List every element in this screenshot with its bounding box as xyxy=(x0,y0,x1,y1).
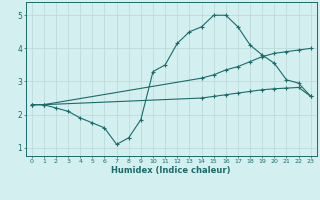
X-axis label: Humidex (Indice chaleur): Humidex (Indice chaleur) xyxy=(111,166,231,175)
